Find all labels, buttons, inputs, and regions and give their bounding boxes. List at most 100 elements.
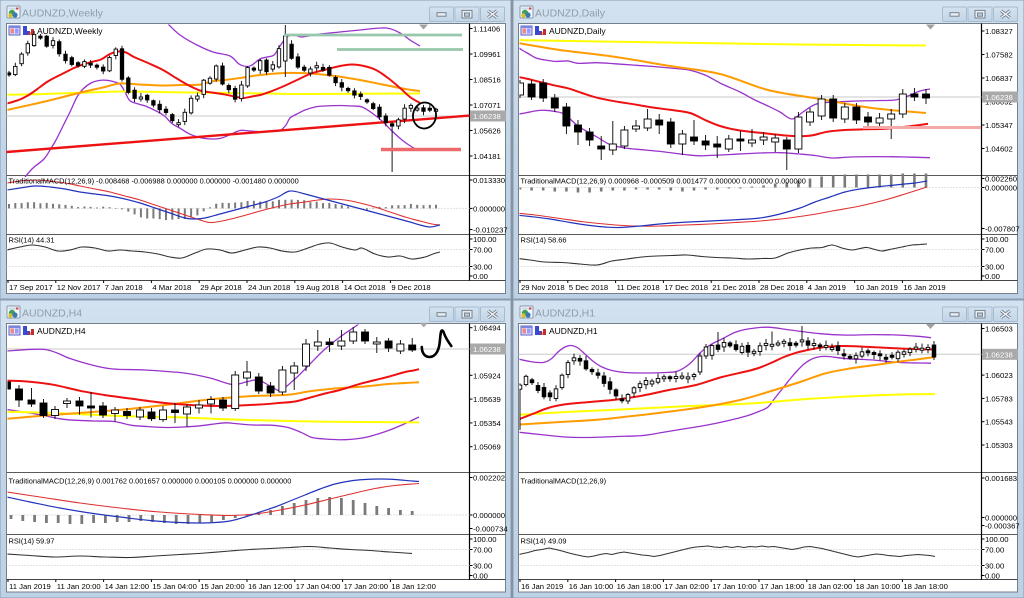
- svg-text:70.00: 70.00: [985, 546, 1004, 555]
- svg-text:0.000000: 0.000000: [473, 204, 505, 213]
- svg-text:0.00: 0.00: [985, 572, 1000, 581]
- svg-text:-0.000367: -0.000367: [985, 522, 1020, 531]
- svg-text:1.05347: 1.05347: [985, 121, 1013, 130]
- svg-text:16 Jan 18:00: 16 Jan 18:00: [617, 582, 661, 591]
- svg-text:TraditionalMACD(12,26,9) 0.001: TraditionalMACD(12,26,9) 0.001762 0.0016…: [9, 477, 292, 486]
- svg-text:0.00: 0.00: [985, 272, 1000, 281]
- svg-text:AUDNZD,Daily: AUDNZD,Daily: [549, 26, 606, 36]
- svg-text:16 Jan 12:00: 16 Jan 12:00: [248, 582, 292, 591]
- svg-text:14 Oct 2018: 14 Oct 2018: [344, 283, 386, 292]
- svg-text:1.05303: 1.05303: [985, 441, 1013, 450]
- svg-text:28 Dec 2018: 28 Dec 2018: [760, 283, 804, 292]
- svg-text:18 Jan 02:00: 18 Jan 02:00: [808, 582, 852, 591]
- svg-text:RSI(14) 58.66: RSI(14) 58.66: [521, 236, 567, 245]
- svg-text:29 Nov 2018: 29 Nov 2018: [521, 283, 565, 292]
- svg-text:30.00: 30.00: [985, 263, 1004, 272]
- svg-text:1.05543: 1.05543: [985, 418, 1013, 427]
- svg-text:0.00: 0.00: [473, 272, 488, 281]
- svg-text:30.00: 30.00: [473, 562, 492, 571]
- svg-text:1.06238: 1.06238: [985, 93, 1013, 102]
- svg-text:15 Jan 20:00: 15 Jan 20:00: [200, 582, 244, 591]
- svg-text:0.000000: 0.000000: [985, 184, 1017, 193]
- svg-text:RSI(14) 44.31: RSI(14) 44.31: [9, 236, 55, 245]
- svg-text:1.07071: 1.07071: [473, 101, 501, 110]
- svg-text:0.000000: 0.000000: [985, 514, 1017, 523]
- svg-text:1.05069: 1.05069: [473, 443, 501, 452]
- svg-text:7 Jan 2018: 7 Jan 2018: [105, 283, 143, 292]
- svg-text:RSI(14) 59.97: RSI(14) 59.97: [9, 537, 55, 546]
- svg-text:AUDNZD,Daily: AUDNZD,Daily: [535, 8, 606, 20]
- svg-text:18 Jan 10:00: 18 Jan 10:00: [856, 582, 900, 591]
- svg-text:30.00: 30.00: [473, 263, 492, 272]
- svg-text:AUDNZD,H1: AUDNZD,H1: [535, 308, 595, 320]
- svg-text:10 Jan 2019: 10 Jan 2019: [856, 283, 898, 292]
- svg-text:24 Jun 2018: 24 Jun 2018: [248, 283, 290, 292]
- svg-text:1.11406: 1.11406: [473, 25, 500, 34]
- svg-text:1.06238: 1.06238: [473, 112, 501, 121]
- svg-text:1.08327: 1.08327: [985, 27, 1013, 36]
- svg-text:100.00: 100.00: [473, 535, 497, 544]
- svg-text:-0.000734: -0.000734: [473, 525, 508, 534]
- svg-text:0.001683: 0.001683: [985, 474, 1017, 483]
- svg-text:0.013330: 0.013330: [473, 176, 505, 185]
- svg-text:19 Aug 2018: 19 Aug 2018: [296, 283, 339, 292]
- svg-text:17 Jan 02:00: 17 Jan 02:00: [664, 582, 708, 591]
- svg-text:17 Jan 20:00: 17 Jan 20:00: [344, 582, 388, 591]
- svg-text:17 Jan 10:00: 17 Jan 10:00: [712, 582, 756, 591]
- svg-text:0.00: 0.00: [473, 572, 488, 581]
- svg-text:1.05639: 1.05639: [473, 395, 501, 404]
- svg-text:18 Jan 18:00: 18 Jan 18:00: [903, 582, 947, 591]
- svg-text:15 Jan 04:00: 15 Jan 04:00: [152, 582, 196, 591]
- svg-text:0.002260: 0.002260: [985, 175, 1017, 184]
- svg-text:1.04602: 1.04602: [985, 145, 1013, 154]
- svg-text:AUDNZD,H4: AUDNZD,H4: [37, 326, 86, 336]
- svg-text:0.000000: 0.000000: [473, 511, 505, 520]
- svg-text:1.06238: 1.06238: [985, 350, 1013, 359]
- svg-text:1.06023: 1.06023: [985, 371, 1013, 380]
- svg-text:TraditionalMACD(12,26,9) -0.00: TraditionalMACD(12,26,9) -0.008468 -0.00…: [9, 177, 299, 186]
- svg-text:16 Jan 2019: 16 Jan 2019: [521, 582, 563, 591]
- svg-text:1.08516: 1.08516: [473, 76, 501, 85]
- svg-text:100.00: 100.00: [985, 235, 1009, 244]
- svg-text:AUDNZD,H1: AUDNZD,H1: [549, 326, 598, 336]
- svg-text:1.04181: 1.04181: [473, 152, 501, 161]
- svg-text:1.05924: 1.05924: [473, 371, 502, 380]
- svg-text:11 Jan 2019: 11 Jan 2019: [9, 582, 51, 591]
- svg-text:18 Jan 12:00: 18 Jan 12:00: [391, 582, 435, 591]
- svg-text:TraditionalMACD(12,26,9): TraditionalMACD(12,26,9): [521, 477, 607, 486]
- svg-text:AUDNZD,H4: AUDNZD,H4: [22, 308, 82, 320]
- svg-text:1.05354: 1.05354: [473, 419, 502, 428]
- svg-text:RSI(14) 49.09: RSI(14) 49.09: [521, 537, 567, 546]
- svg-text:70.00: 70.00: [473, 546, 492, 555]
- svg-text:70.00: 70.00: [473, 246, 492, 255]
- svg-text:1.09961: 1.09961: [473, 50, 501, 59]
- svg-text:11 Jan 20:00: 11 Jan 20:00: [57, 582, 101, 591]
- svg-text:14 Jan 12:00: 14 Jan 12:00: [105, 582, 149, 591]
- svg-text:4 Jan 2019: 4 Jan 2019: [808, 283, 846, 292]
- svg-text:11 Dec 2018: 11 Dec 2018: [617, 283, 660, 292]
- svg-text:17 Dec 2018: 17 Dec 2018: [664, 283, 708, 292]
- svg-text:TraditionalMACD(12,26,9) 0.000: TraditionalMACD(12,26,9) 0.000968 -0.000…: [521, 177, 806, 186]
- svg-text:100.00: 100.00: [985, 535, 1009, 544]
- svg-text:4 Mar 2018: 4 Mar 2018: [152, 283, 191, 292]
- svg-text:-0.010237: -0.010237: [473, 226, 508, 235]
- svg-text:16 Jan 10:00: 16 Jan 10:00: [569, 582, 613, 591]
- svg-text:100.00: 100.00: [473, 235, 497, 244]
- svg-text:16 Jan 2019: 16 Jan 2019: [903, 283, 945, 292]
- svg-text:0.002202: 0.002202: [473, 474, 505, 483]
- svg-text:1.07582: 1.07582: [985, 51, 1013, 60]
- svg-text:29 Apr 2018: 29 Apr 2018: [200, 283, 241, 292]
- svg-text:30.00: 30.00: [985, 562, 1004, 571]
- svg-text:1.06494: 1.06494: [473, 324, 502, 333]
- svg-text:1.06837: 1.06837: [985, 74, 1013, 83]
- svg-text:1.06503: 1.06503: [985, 325, 1013, 334]
- svg-text:70.00: 70.00: [985, 246, 1004, 255]
- svg-text:1.06238: 1.06238: [473, 345, 501, 354]
- svg-text:AUDNZD,Weekly: AUDNZD,Weekly: [37, 26, 103, 36]
- svg-text:17 Sep 2017: 17 Sep 2017: [9, 283, 53, 292]
- svg-text:17 Jan 18:00: 17 Jan 18:00: [760, 582, 804, 591]
- svg-text:12 Nov 2017: 12 Nov 2017: [57, 283, 101, 292]
- svg-text:AUDNZD,Weekly: AUDNZD,Weekly: [22, 8, 104, 20]
- svg-text:1.05626: 1.05626: [473, 127, 501, 136]
- svg-text:21 Dec 2018: 21 Dec 2018: [712, 283, 756, 292]
